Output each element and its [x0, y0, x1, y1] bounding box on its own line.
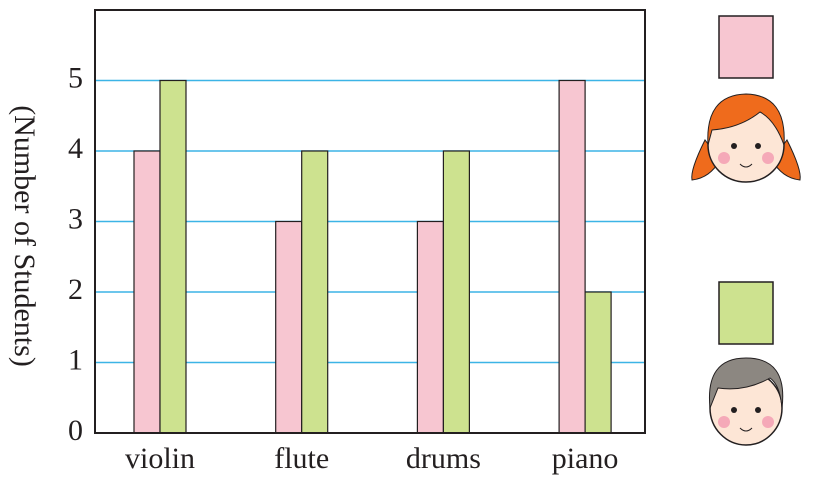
boy-icon: [708, 357, 784, 446]
x-tick-label: piano: [552, 442, 619, 475]
y-tick-label: 0: [68, 414, 83, 447]
girl-icon: [691, 93, 801, 183]
plot-area: 0 1 2 3 4 5 violin flute drums piano: [68, 61, 645, 475]
bar: [159, 79, 187, 434]
bar: [416, 220, 444, 434]
bar: [133, 150, 161, 434]
y-tick-label: 2: [68, 273, 83, 306]
y-tick-label: 3: [68, 202, 83, 235]
bar: [301, 150, 329, 434]
bar: [442, 150, 470, 434]
bar: [558, 79, 586, 434]
plot-frame: [94, 9, 646, 434]
legend-swatch: [718, 15, 774, 79]
y-axis-label: (Number of Students): [8, 105, 41, 367]
y-tick-label: 4: [68, 132, 83, 165]
x-tick-label: flute: [274, 442, 329, 475]
bar: [275, 220, 303, 434]
x-tick-label: drums: [406, 442, 481, 475]
bar: [584, 291, 612, 434]
y-tick-label: 1: [68, 343, 83, 376]
x-tick-label: violin: [125, 442, 195, 475]
legend-swatch: [718, 281, 774, 345]
y-tick-label: 5: [68, 61, 83, 94]
